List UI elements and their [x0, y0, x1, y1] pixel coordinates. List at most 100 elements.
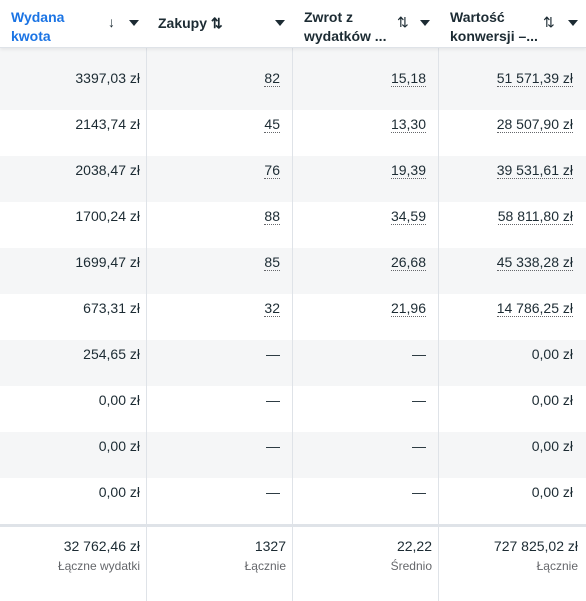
cell-value: 254,65 zł [83, 346, 140, 362]
cell-value: 39 531,61 zł [439, 156, 573, 202]
total-spent: 32 762,46 zł Łączne wydatki [0, 537, 140, 575]
cell-value-link[interactable]: 26,68 [390, 254, 426, 271]
cell-value: 1699,47 zł [75, 254, 140, 270]
cell-purchases: 88 [147, 202, 280, 248]
cell-value-link[interactable]: 45 [264, 116, 280, 133]
cell-value-link[interactable]: 32 [264, 300, 280, 317]
column-title-line2: konwersji –... [450, 28, 538, 44]
table-row: 254,65 zł — — 0,00 zł [0, 340, 586, 386]
cell-purchases: — [147, 340, 280, 386]
empty-value-dash: — [412, 484, 426, 500]
cell-value: 0,00 zł [439, 432, 573, 478]
cell-value-link[interactable]: 45 338,28 zł [496, 254, 573, 271]
cell-spent: 0,00 zł [0, 432, 140, 478]
column-title: Wartość konwersji –... [450, 8, 538, 46]
cell-value-link[interactable]: 51 571,39 zł [496, 70, 573, 87]
cell-value-link[interactable]: 34,59 [390, 208, 426, 225]
cell-spent: 2143,74 zł [0, 110, 140, 156]
cell-purchases: 76 [147, 156, 280, 202]
cell-value-link[interactable]: 13,30 [390, 116, 426, 133]
cell-value: 0,00 zł [439, 386, 573, 432]
table-row: 1699,47 zł 85 26,68 45 338,28 zł [0, 248, 586, 294]
cell-value-link[interactable]: 21,96 [390, 300, 426, 317]
cell-value-link[interactable]: 28 507,90 zł [496, 116, 573, 133]
total-value: 32 762,46 zł [63, 538, 140, 554]
sort-icon[interactable]: ⇅ [543, 14, 555, 30]
sort-icon[interactable]: ⇅ [210, 15, 223, 31]
sort-icon[interactable]: ⇅ [397, 14, 409, 30]
column-header-roas[interactable]: Zwrot z wydatków ... ⇅ [293, 0, 438, 48]
table-row: 673,31 zł 32 21,96 14 786,25 zł [0, 294, 586, 340]
table-row: 0,00 zł — — 0,00 zł [0, 386, 586, 432]
cell-value-link[interactable]: 15,18 [390, 70, 426, 87]
cell-value-link[interactable]: 58 811,80 zł [497, 208, 573, 225]
row-spacer [0, 48, 586, 64]
cell-value: 3397,03 zł [75, 70, 140, 86]
cell-value-link[interactable]: 85 [264, 254, 280, 271]
cell-value: 0,00 zł [98, 484, 140, 500]
cell-value: 0,00 zł [531, 346, 573, 362]
table-footer-totals: 32 762,46 zł Łączne wydatki 1327 Łącznie… [0, 524, 586, 601]
empty-value-dash: — [266, 438, 280, 454]
cell-value: 1700,24 zł [75, 208, 140, 224]
cell-purchases: 45 [147, 110, 280, 156]
cell-value-link[interactable]: 88 [264, 208, 280, 225]
cell-purchases: 32 [147, 294, 280, 340]
cell-purchases: — [147, 478, 280, 524]
total-label: Łącznie [536, 559, 578, 573]
total-purchases: 1327 Łącznie [147, 537, 286, 575]
empty-value-dash: — [412, 392, 426, 408]
chevron-down-icon[interactable] [420, 20, 430, 26]
cell-roas: 21,96 [293, 294, 426, 340]
chevron-down-icon[interactable] [275, 20, 285, 26]
total-value: 1327 [254, 538, 286, 554]
chevron-down-icon[interactable] [568, 20, 578, 26]
cell-value: 0,00 zł [531, 438, 573, 454]
cell-spent: 673,31 zł [0, 294, 140, 340]
cell-spent: 254,65 zł [0, 340, 140, 386]
column-title-line1: Zakupy [158, 15, 208, 31]
column-title-line1: Wartość [450, 9, 505, 25]
table-row: 0,00 zł — — 0,00 zł [0, 478, 586, 524]
cell-roas: — [293, 386, 426, 432]
chevron-down-icon[interactable] [129, 20, 139, 26]
table-row: 2038,47 zł 76 19,39 39 531,61 zł [0, 156, 586, 202]
cell-roas: — [293, 340, 426, 386]
cell-value-link[interactable]: 82 [264, 70, 280, 87]
total-value: 727 825,02 zł [493, 538, 578, 554]
cell-purchases: 85 [147, 248, 280, 294]
cell-purchases: — [147, 432, 280, 478]
total-conversion-value: 727 825,02 zł Łącznie [439, 537, 578, 575]
total-label: Łącznie [244, 559, 286, 573]
column-title-line1: Zwrot z [304, 9, 353, 25]
empty-value-dash: — [412, 346, 426, 362]
cell-value: 58 811,80 zł [439, 202, 573, 248]
cell-value-link[interactable]: 19,39 [390, 162, 426, 179]
cell-spent: 0,00 zł [0, 386, 140, 432]
cell-roas: — [293, 432, 426, 478]
cell-roas: 19,39 [293, 156, 426, 202]
column-header-spent[interactable]: Wydana kwota ↓ [0, 0, 146, 48]
total-label: Łączne wydatki [57, 559, 140, 573]
total-label: Średnio [390, 559, 432, 573]
cell-value: 0,00 zł [98, 392, 140, 408]
column-divider[interactable] [438, 0, 439, 601]
column-title: Zwrot z wydatków ... [304, 8, 386, 46]
column-header-purchases[interactable]: Zakupy ⇅ [147, 0, 292, 48]
cell-purchases: — [147, 386, 280, 432]
cell-value-link[interactable]: 76 [264, 162, 280, 179]
cell-value: 0,00 zł [439, 478, 573, 524]
column-divider[interactable] [146, 0, 147, 601]
cell-value: 0,00 zł [439, 340, 573, 386]
cell-roas: — [293, 478, 426, 524]
cell-roas: 34,59 [293, 202, 426, 248]
sort-descending-icon[interactable]: ↓ [108, 14, 115, 30]
cell-value-link[interactable]: 39 531,61 zł [496, 162, 573, 179]
cell-roas: 15,18 [293, 64, 426, 110]
empty-value-dash: — [266, 392, 280, 408]
column-divider[interactable] [292, 0, 293, 601]
cell-roas: 13,30 [293, 110, 426, 156]
cell-value-link[interactable]: 14 786,25 zł [496, 300, 573, 317]
column-header-conversion-value[interactable]: Wartość konwersji –... ⇅ [439, 0, 586, 48]
table-header: Wydana kwota ↓ Zakupy ⇅ Zwrot z wydatków… [0, 0, 586, 48]
